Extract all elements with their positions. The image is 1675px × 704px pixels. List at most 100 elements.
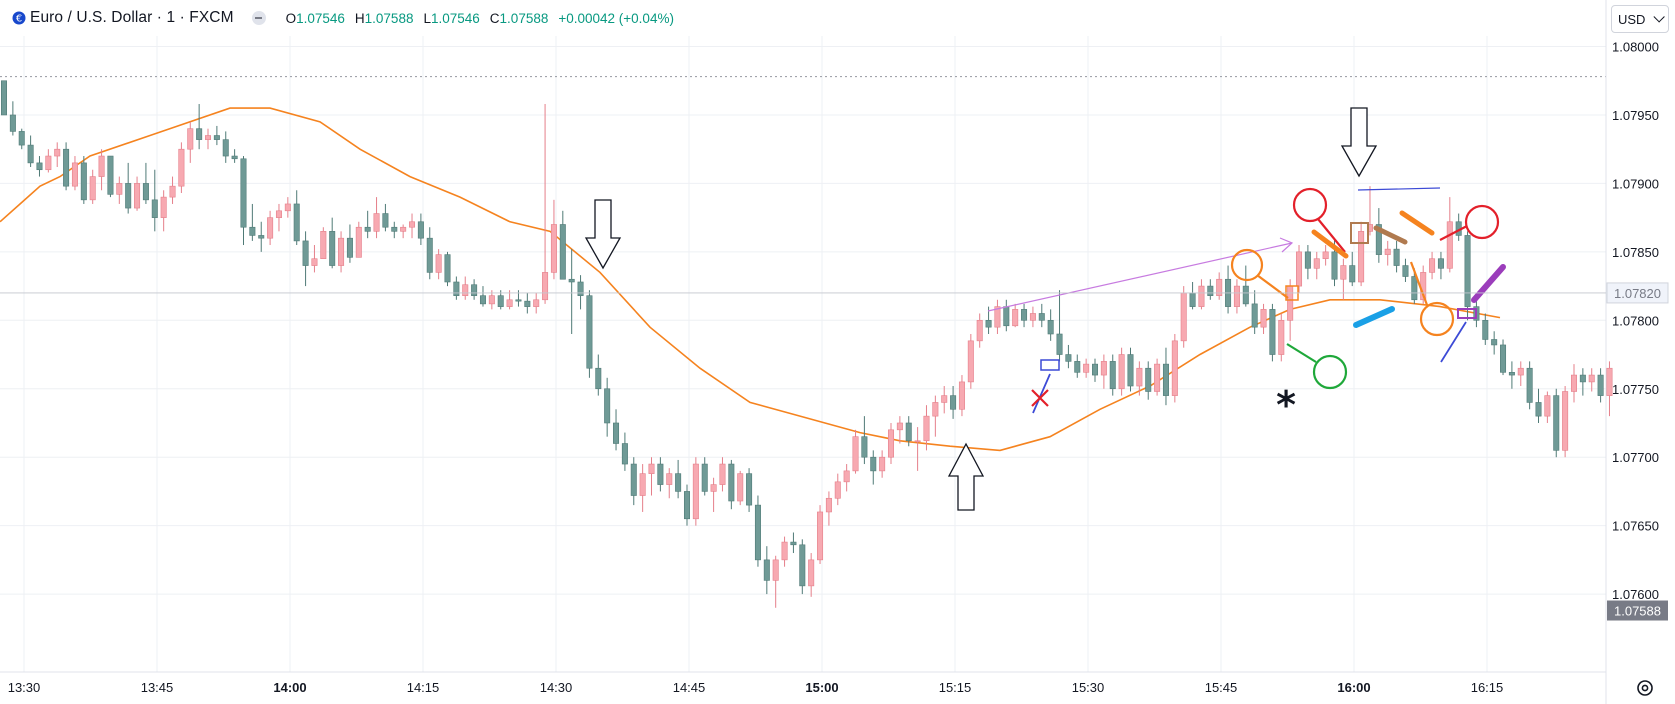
orange-line-marker [1409,261,1429,306]
orange-circle-marker[interactable] [1419,301,1455,337]
asterisk-marker[interactable]: * [1276,383,1296,427]
down-arrow-drawing[interactable] [1340,107,1378,178]
up-arrow-drawing[interactable] [947,442,985,511]
candle [1136,361,1143,396]
candle [967,334,974,389]
candle-body [1384,248,1391,255]
candle [914,427,921,471]
candle [1003,299,1010,332]
candle-body [479,295,486,305]
horizontal-line[interactable] [1357,187,1441,191]
currency-pair-icon[interactable]: € [12,11,26,25]
red-x-marker[interactable] [1031,389,1049,407]
candle [613,409,620,451]
candle [302,231,309,287]
price-label-text: 1.07820 [1614,286,1661,301]
red-line-marker [1439,225,1468,241]
price-axis[interactable]: 1.08000 1.07950 1.07900 1.07850 1.07800 1.077… [1605,0,1659,704]
candle [825,491,832,526]
candle [1269,303,1276,362]
candle [1562,386,1569,458]
candle-body [293,203,300,242]
trendline[interactable] [987,242,1293,312]
purple-box-marker[interactable] [1457,308,1477,319]
candle [346,224,353,263]
candle-body [542,272,549,301]
time-tick-label: 14:15 [407,680,440,695]
orange-stroke-marker[interactable] [1311,229,1349,259]
candle [1074,354,1081,378]
candle-body [1233,285,1240,307]
candle [1180,286,1187,348]
candle [1491,331,1498,355]
candle [1038,303,1045,328]
candle [1322,245,1329,266]
candle [604,377,611,437]
candle [1225,265,1232,314]
ma-line [0,107,1501,452]
settings-icon[interactable] [1634,677,1656,699]
candle-body [63,148,70,187]
candle [400,224,407,239]
candle [267,210,274,246]
brown-stroke-marker[interactable] [1373,225,1408,245]
time-axis[interactable]: 13:30 13:45 14:00 14:15 14:30 14:45 15:00 15:15… [0,671,1606,695]
down-arrow-drawing[interactable] [584,199,622,270]
red-circle-marker[interactable] [1292,187,1328,223]
candle [817,505,824,564]
candle [666,468,673,499]
currency-select[interactable]: USD [1611,5,1669,33]
candle [417,213,424,246]
candle-body [364,226,371,232]
orange-stroke-marker[interactable] [1399,210,1435,236]
candle-body [1251,303,1258,328]
candle [1437,251,1444,280]
candle [1375,208,1382,263]
purple-stroke-marker[interactable] [1471,264,1506,303]
candle-body [142,183,149,201]
candle-body [1029,313,1036,321]
candle-body [799,544,806,587]
candle-body [178,148,185,187]
candle [737,470,744,506]
candle-body [1092,363,1099,376]
candle-body [1162,363,1169,396]
candle-body [533,299,540,307]
candle-body [1065,354,1072,362]
candle-body [187,128,194,150]
candle-body [1526,367,1533,403]
price-tick-label: 1.07950 [1612,108,1659,123]
candle-body [710,484,717,492]
candle [249,203,256,241]
candle-body [471,284,478,296]
candle-body [524,300,531,307]
brown-box-marker[interactable] [1350,222,1369,244]
candle-body [196,128,203,140]
candle-body [701,463,708,492]
green-line-marker [1286,343,1317,363]
candle-body [932,402,939,417]
candle [45,149,52,173]
red-circle-marker[interactable] [1464,204,1500,240]
candle-body [453,281,460,296]
candle-body [1500,344,1507,373]
time-tick-label: 13:30 [8,680,41,695]
candle-body [719,463,726,485]
orange-circle-marker[interactable] [1230,248,1264,282]
candle-body [284,203,291,212]
blue-stroke-marker[interactable] [1353,306,1395,328]
candle [1349,251,1356,287]
candle-body [160,196,167,218]
collapse-icon[interactable] [251,11,266,25]
candle-body [1544,395,1551,417]
green-circle-marker[interactable] [1312,354,1348,390]
candle-body [1056,333,1063,355]
symbol-title[interactable]: Euro / U.S. Dollar · 1 · FXCM [30,9,234,26]
blue-box-marker[interactable] [1040,359,1060,371]
candle-body [994,306,1001,328]
candle-body [1260,309,1267,328]
candle [1535,388,1542,423]
candle-body [1216,278,1223,296]
candle [293,190,300,246]
